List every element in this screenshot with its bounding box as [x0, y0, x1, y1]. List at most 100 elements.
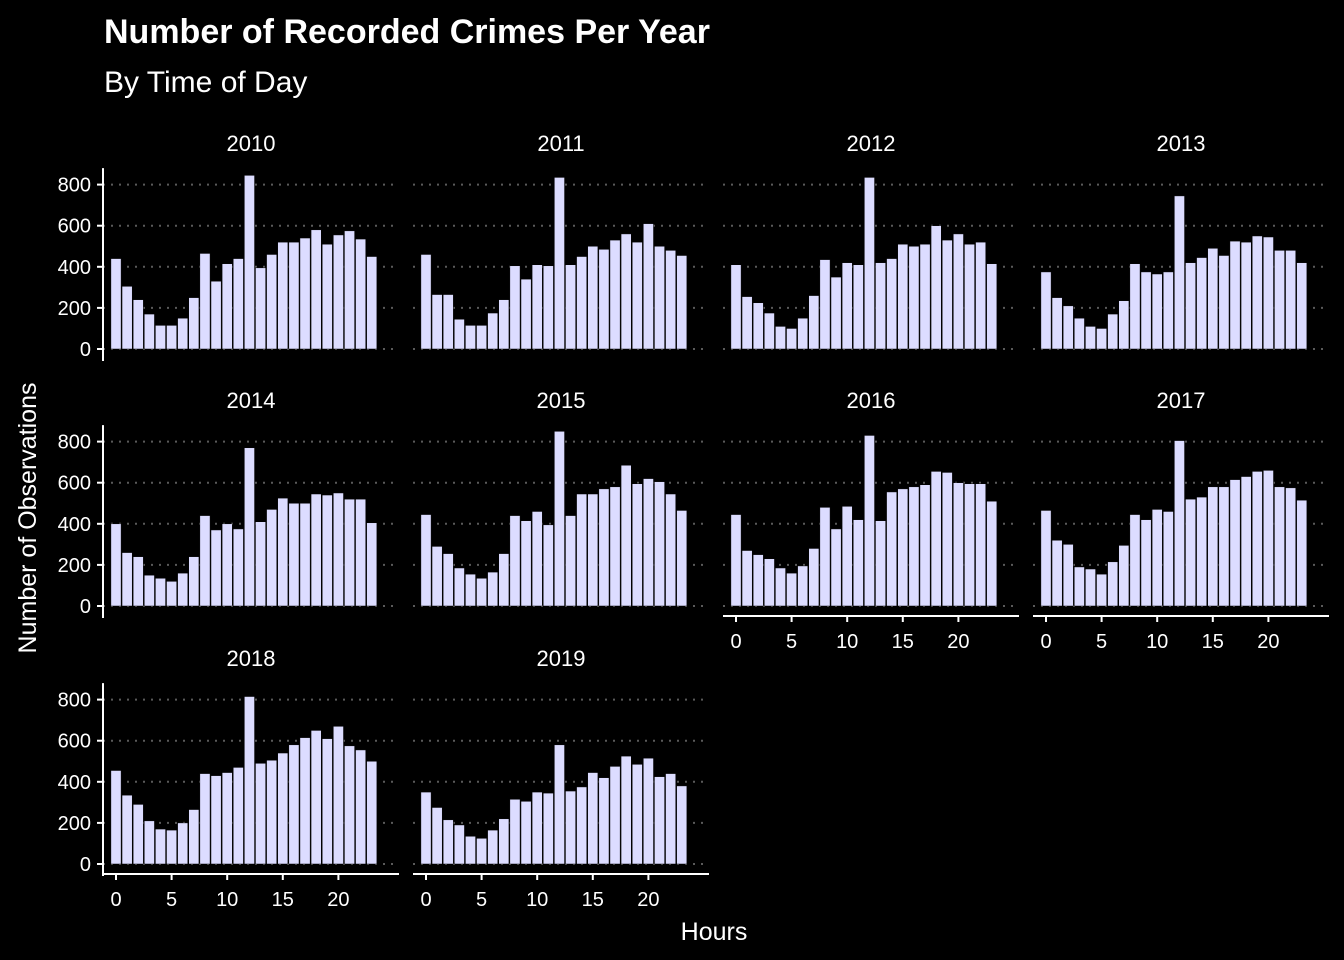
bar-hour-21: [654, 776, 665, 865]
bar-hour-8: [509, 265, 521, 350]
bar-hour-17: [299, 503, 311, 607]
y-axis-label: Number of Observations: [14, 383, 42, 654]
bar-hour-11: [852, 264, 864, 350]
bar-hour-2: [442, 294, 454, 350]
y-tick-label: 400: [58, 514, 91, 536]
bar-hour-16: [598, 777, 610, 865]
panel-2016: 2016 0 5 10 15 20: [723, 388, 1019, 653]
bar-hour-4: [155, 325, 166, 350]
bar-hour-5: [476, 838, 487, 865]
bar-hour-0: [110, 523, 122, 607]
bar-hour-0: [420, 791, 432, 865]
bar-hour-3: [144, 313, 155, 350]
panel-label: 2019: [537, 646, 586, 671]
y-tick-label: 200: [58, 555, 91, 577]
bar-hour-6: [1107, 561, 1119, 607]
bar-hour-4: [775, 567, 786, 607]
bar-hour-20: [333, 234, 344, 350]
bar-hour-11: [852, 519, 864, 607]
x-tick-label: 10: [526, 889, 548, 911]
bar-hour-10: [841, 506, 853, 607]
bar-hour-23: [986, 500, 998, 607]
bar-hour-15: [897, 488, 909, 607]
y-tick-label: 200: [58, 298, 91, 320]
panel-2010: 2010 0 200 400 600 800: [58, 131, 399, 361]
bar-hour-0: [110, 770, 122, 865]
bar-hour-16: [598, 488, 610, 607]
bar-hour-21: [344, 230, 355, 350]
bar-hour-21: [654, 481, 665, 607]
bar-hour-22: [665, 250, 676, 350]
bar-hour-3: [454, 318, 465, 350]
bar-hour-1: [121, 552, 133, 607]
bar-hour-6: [487, 571, 499, 607]
bar-hour-2: [442, 819, 454, 865]
bar-hour-22: [1285, 487, 1296, 607]
bar-hour-22: [975, 241, 986, 350]
bar-hour-11: [542, 265, 554, 350]
panel-2015: 2015: [413, 388, 709, 607]
bar-hour-21: [1274, 486, 1285, 607]
bar-hour-1: [121, 286, 133, 350]
bar-hour-5: [476, 578, 487, 607]
bar-hour-1: [431, 807, 443, 865]
bar-hour-17: [609, 239, 621, 350]
bar-hour-6: [177, 317, 189, 350]
bar-hour-6: [487, 829, 499, 865]
bar-hour-16: [1218, 255, 1230, 350]
bar-hour-1: [741, 296, 753, 350]
bar-hour-8: [509, 515, 521, 607]
bar-hour-1: [121, 794, 133, 865]
bar-hour-6: [797, 565, 809, 607]
x-tick-label: 10: [1146, 631, 1168, 653]
bar-hour-13: [255, 763, 266, 865]
panel-label: 2013: [1157, 131, 1206, 156]
bar-hour-20: [643, 223, 654, 350]
bar-hour-20: [333, 492, 344, 607]
bar-hour-1: [431, 294, 443, 350]
bar-hour-15: [897, 243, 909, 350]
bar-hour-7: [498, 553, 510, 607]
bar-hour-15: [587, 772, 599, 865]
bar-hour-22: [355, 749, 366, 865]
x-tick-label: 0: [420, 889, 431, 911]
bar-hour-2: [752, 302, 764, 350]
bar-hour-20: [1263, 470, 1274, 607]
bar-hour-4: [775, 326, 786, 350]
bar-hour-4: [465, 325, 476, 350]
bar-hour-5: [166, 581, 177, 607]
bar-hour-0: [1040, 271, 1052, 350]
bar-hour-10: [221, 263, 233, 350]
bar-hour-2: [442, 553, 454, 607]
x-tick-label: 20: [1257, 631, 1279, 653]
bar-hour-5: [166, 325, 177, 350]
bar-hour-2: [132, 556, 144, 607]
chart-subtitle: By Time of Day: [104, 66, 307, 99]
bar-hour-14: [266, 759, 278, 865]
bar-hour-3: [144, 574, 155, 607]
bar-hour-9: [210, 529, 222, 607]
bar-hour-21: [344, 498, 355, 607]
bar-hour-9: [520, 278, 532, 350]
bar-hour-22: [355, 498, 366, 607]
bar-hour-12: [244, 696, 255, 865]
panel-label: 2017: [1157, 388, 1206, 413]
bar-hour-6: [797, 317, 809, 350]
bar-hour-20: [1263, 236, 1274, 350]
bar-hour-20: [953, 482, 964, 607]
bar-hour-16: [908, 486, 920, 607]
y-tick-label: 600: [58, 731, 91, 753]
bar-hour-17: [1229, 240, 1241, 350]
bar-hour-14: [886, 491, 898, 607]
bar-hour-17: [609, 766, 621, 865]
x-tick-label: 10: [836, 631, 858, 653]
bar-hour-6: [177, 572, 189, 607]
y-tick-label: 400: [58, 257, 91, 279]
bar-hour-19: [321, 494, 333, 607]
bar-hour-20: [643, 478, 654, 607]
bar-hour-4: [155, 578, 166, 607]
bar-hour-12: [1174, 195, 1185, 350]
bar-hour-5: [166, 829, 177, 865]
bar-hour-3: [144, 820, 155, 865]
bar-hour-23: [1296, 499, 1308, 607]
